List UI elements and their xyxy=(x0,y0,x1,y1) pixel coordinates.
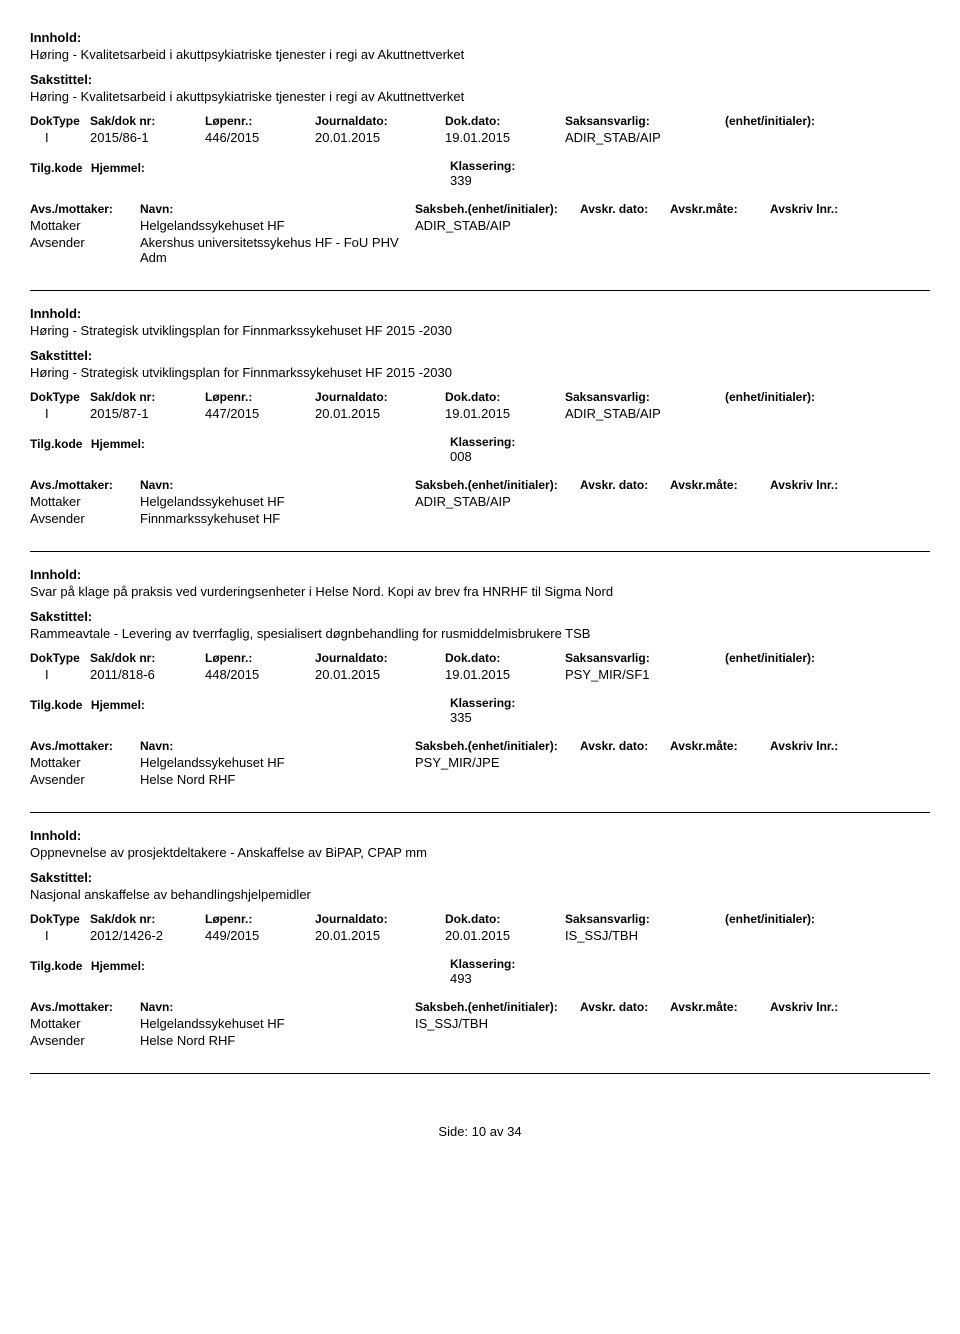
mottaker-name: Helgelandssykehuset HF xyxy=(140,218,415,233)
columns-header: DokType Sak/dok nr: Løpenr.: Journaldato… xyxy=(30,390,930,404)
innhold-text: Oppnevnelse av prosjektdeltakere - Anska… xyxy=(30,845,930,860)
v-journaldato: 20.01.2015 xyxy=(315,130,445,145)
innhold-label: Innhold: xyxy=(30,567,930,582)
side-label: Side: xyxy=(438,1124,468,1139)
columns-data: I 2015/87-1 447/2015 20.01.2015 19.01.20… xyxy=(30,406,930,421)
journal-entry: Innhold: Oppnevnelse av prosjektdeltaker… xyxy=(30,828,930,1074)
h-lopenr: Løpenr.: xyxy=(205,114,315,128)
v-lopenr: 446/2015 xyxy=(205,130,315,145)
ph-avskrdato: Avskr. dato: xyxy=(580,202,670,216)
hjemmel-row: Tilg.kode Hjemmel: Klassering: 008 xyxy=(30,435,930,464)
ph-saksbeh-enhet: (enhet/initialer): xyxy=(468,202,558,216)
v-sakdoknr: 2015/86-1 xyxy=(90,130,205,145)
v-saksansvarlig: ADIR_STAB/AIP xyxy=(565,130,725,145)
columns-header: DokType Sak/dok nr: Løpenr.: Journaldato… xyxy=(30,651,930,665)
columns-data: I 2015/86-1 446/2015 20.01.2015 19.01.20… xyxy=(30,130,930,145)
sakstittel-text: Rammeavtale - Levering av tverrfaglig, s… xyxy=(30,626,930,641)
avsender-name: Helse Nord RHF xyxy=(140,1033,415,1048)
mottaker-label: Mottaker xyxy=(30,218,140,233)
columns-header: DokType Sak/dok nr: Løpenr.: Journaldato… xyxy=(30,912,930,926)
klassering-label: Klassering: xyxy=(450,159,930,173)
hjemmel-label: Hjemmel: xyxy=(91,161,145,175)
party-header: Avs./mottaker: Navn: Saksbeh.(enhet/init… xyxy=(30,1000,930,1014)
ph-avsmottaker: Avs./mottaker: xyxy=(30,202,140,216)
klassering-value: 493 xyxy=(450,971,930,986)
mottaker-row: Mottaker Helgelandssykehuset HF ADIR_STA… xyxy=(30,494,930,509)
mottaker-row: Mottaker Helgelandssykehuset HF ADIR_STA… xyxy=(30,218,930,233)
page-footer: Side: 10 av 34 xyxy=(30,1124,930,1139)
party-header: Avs./mottaker: Navn: Saksbeh.(enhet/init… xyxy=(30,739,930,753)
sakstittel-text: Nasjonal anskaffelse av behandlingshjelp… xyxy=(30,887,930,902)
journal-entry: Innhold: Høring - Kvalitetsarbeid i akut… xyxy=(30,30,930,291)
sakstittel-label: Sakstittel: xyxy=(30,870,930,885)
party-header: Avs./mottaker: Navn: Saksbeh.(enhet/init… xyxy=(30,478,930,492)
columns-data: I 2012/1426-2 449/2015 20.01.2015 20.01.… xyxy=(30,928,930,943)
ph-saksbeh: Saksbeh. xyxy=(415,202,468,216)
ph-navn: Navn: xyxy=(140,202,415,216)
columns-data: I 2011/818-6 448/2015 20.01.2015 19.01.2… xyxy=(30,667,930,682)
tilgkode-label: Tilg.kode xyxy=(30,161,82,175)
avsender-row: Avsender Helse Nord RHF xyxy=(30,1033,930,1048)
saksbeh-value: ADIR_STAB/AIP xyxy=(415,494,930,509)
avsender-row: Avsender Helse Nord RHF xyxy=(30,772,930,787)
mottaker-name: Helgelandssykehuset HF xyxy=(140,494,415,509)
avsender-name: Helse Nord RHF xyxy=(140,772,415,787)
journal-entry: Innhold: Svar på klage på praksis ved vu… xyxy=(30,567,930,813)
hjemmel-row: Tilg.kode Hjemmel: Klassering: 335 xyxy=(30,696,930,725)
v-doktype: I xyxy=(30,130,90,145)
mottaker-name: Helgelandssykehuset HF xyxy=(140,1016,415,1031)
sakstittel-label: Sakstittel: xyxy=(30,348,930,363)
h-sakdoknr: Sak/dok nr: xyxy=(90,114,205,128)
avsender-row: Avsender Finnmarkssykehuset HF xyxy=(30,511,930,526)
innhold-label: Innhold: xyxy=(30,306,930,321)
party-header: Avs./mottaker: Navn: Saksbeh.(enhet/init… xyxy=(30,202,930,216)
avsender-name: Finnmarkssykehuset HF xyxy=(140,511,415,526)
h-enhet: (enhet/initialer): xyxy=(725,114,930,128)
hjemmel-row: Tilg.kode Hjemmel: Klassering: 493 xyxy=(30,957,930,986)
journal-entry: Innhold: Høring - Strategisk utviklingsp… xyxy=(30,306,930,552)
page-current: 10 xyxy=(472,1124,486,1139)
innhold-text: Høring - Kvalitetsarbeid i akuttpsykiatr… xyxy=(30,47,930,62)
v-dokdato: 19.01.2015 xyxy=(445,130,565,145)
avsender-row: Avsender Akershus universitetssykehus HF… xyxy=(30,235,930,265)
h-dokdato: Dok.dato: xyxy=(445,114,565,128)
innhold-label: Innhold: xyxy=(30,30,930,45)
saksbeh-value: PSY_MIR/JPE xyxy=(415,755,930,770)
ph-avskrmate: Avskr.måte: xyxy=(670,202,770,216)
page-total: 34 xyxy=(507,1124,521,1139)
saksbeh-value: IS_SSJ/TBH xyxy=(415,1016,930,1031)
ph-avskrivlnr: Avskriv lnr.: xyxy=(770,202,930,216)
innhold-label: Innhold: xyxy=(30,828,930,843)
mottaker-row: Mottaker Helgelandssykehuset HF IS_SSJ/T… xyxy=(30,1016,930,1031)
mottaker-name: Helgelandssykehuset HF xyxy=(140,755,415,770)
h-doktype: DokType xyxy=(30,114,90,128)
hjemmel-row: Tilg.kode Hjemmel: Klassering: 339 xyxy=(30,159,930,188)
document-page: Innhold: Høring - Kvalitetsarbeid i akut… xyxy=(0,0,960,1169)
avsender-label: Avsender xyxy=(30,235,140,265)
sakstittel-text: Høring - Strategisk utviklingsplan for F… xyxy=(30,365,930,380)
h-saksansvarlig: Saksansvarlig: xyxy=(565,114,725,128)
av-label: av xyxy=(490,1124,504,1139)
h-journaldato: Journaldato: xyxy=(315,114,445,128)
avsender-name: Akershus universitetssykehus HF - FoU PH… xyxy=(140,235,400,265)
columns-header: DokType Sak/dok nr: Løpenr.: Journaldato… xyxy=(30,114,930,128)
mottaker-row: Mottaker Helgelandssykehuset HF PSY_MIR/… xyxy=(30,755,930,770)
innhold-text: Høring - Strategisk utviklingsplan for F… xyxy=(30,323,930,338)
klassering-value: 339 xyxy=(450,173,930,188)
saksbeh-value: ADIR_STAB/AIP xyxy=(415,218,930,233)
klassering-value: 335 xyxy=(450,710,930,725)
klassering-value: 008 xyxy=(450,449,930,464)
sakstittel-label: Sakstittel: xyxy=(30,609,930,624)
sakstittel-text: Høring - Kvalitetsarbeid i akuttpsykiatr… xyxy=(30,89,930,104)
innhold-text: Svar på klage på praksis ved vurderingse… xyxy=(30,584,930,599)
sakstittel-label: Sakstittel: xyxy=(30,72,930,87)
